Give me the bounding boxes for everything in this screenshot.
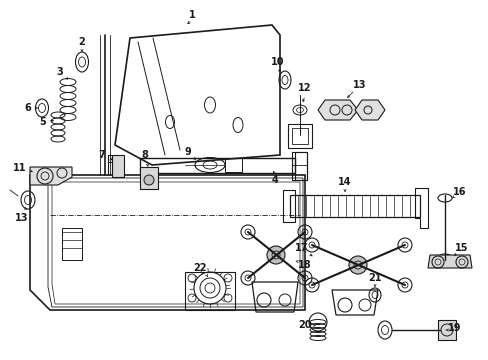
Bar xyxy=(289,195,419,217)
Text: 4: 4 xyxy=(271,175,278,185)
Bar xyxy=(291,152,306,180)
Text: 1: 1 xyxy=(188,10,195,20)
Text: 3: 3 xyxy=(57,67,63,77)
Text: 20: 20 xyxy=(298,320,311,330)
Text: 5: 5 xyxy=(40,117,46,127)
Polygon shape xyxy=(317,100,357,120)
Bar xyxy=(62,228,82,260)
Text: 11: 11 xyxy=(13,163,27,173)
Bar xyxy=(140,158,294,173)
Text: 14: 14 xyxy=(338,177,351,187)
Text: 7: 7 xyxy=(99,150,105,160)
Bar xyxy=(291,128,307,144)
Text: 22: 22 xyxy=(193,263,206,273)
Polygon shape xyxy=(30,167,72,185)
Polygon shape xyxy=(354,100,384,120)
Circle shape xyxy=(348,256,366,274)
Text: 18: 18 xyxy=(298,260,311,270)
Bar xyxy=(140,167,158,189)
Text: 19: 19 xyxy=(447,323,461,333)
Text: 6: 6 xyxy=(24,103,31,113)
Text: 8: 8 xyxy=(141,150,148,160)
Text: 16: 16 xyxy=(452,187,466,197)
Text: 13: 13 xyxy=(352,80,366,90)
Bar xyxy=(112,155,124,177)
Bar xyxy=(437,320,455,340)
Text: 15: 15 xyxy=(454,243,468,253)
Text: 10: 10 xyxy=(271,57,284,67)
Text: 13: 13 xyxy=(15,213,29,223)
Text: 21: 21 xyxy=(367,273,381,283)
Circle shape xyxy=(143,175,154,185)
Text: 2: 2 xyxy=(79,37,85,47)
Bar xyxy=(283,190,294,222)
Polygon shape xyxy=(427,255,471,268)
Text: 9: 9 xyxy=(184,147,191,157)
Bar xyxy=(287,124,311,148)
Text: 12: 12 xyxy=(298,83,311,93)
Text: 17: 17 xyxy=(295,243,308,253)
Bar xyxy=(184,272,235,310)
Circle shape xyxy=(266,246,285,264)
